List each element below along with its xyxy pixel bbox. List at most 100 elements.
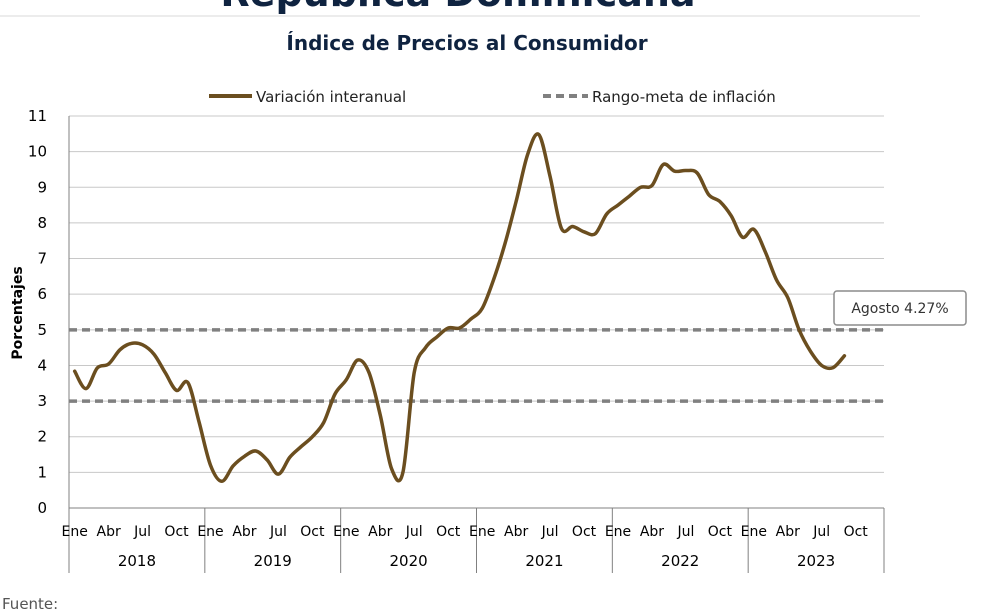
data-point [673, 170, 676, 173]
year-label: 2018 [118, 552, 156, 570]
data-point [345, 378, 348, 381]
data-point [628, 195, 631, 198]
y-tick-label: 6 [37, 285, 47, 303]
data-point [741, 236, 744, 239]
x-tick-label: Ene [469, 524, 495, 540]
legend-label-series: Variación interanual [256, 88, 406, 106]
series-line-variacion-interanual [72, 132, 847, 484]
year-label: 2021 [525, 552, 563, 570]
data-point [288, 456, 291, 459]
data-point [798, 328, 801, 331]
data-point [730, 214, 733, 217]
data-point [707, 193, 710, 196]
data-point [107, 362, 110, 365]
data-point [356, 359, 359, 362]
x-tick-label: Ene [333, 524, 359, 540]
data-point [333, 392, 336, 395]
data-point [515, 200, 518, 203]
data-point [220, 480, 223, 483]
gridlines [69, 115, 884, 473]
data-point [243, 455, 246, 458]
x-tick-label: Oct [708, 524, 733, 540]
y-tick-label: 7 [37, 250, 47, 268]
y-tick-label: 2 [37, 428, 47, 446]
data-point [322, 421, 325, 424]
data-point [232, 464, 235, 467]
x-tick-label: Ene [197, 524, 223, 540]
data-point [843, 354, 846, 357]
annotation: Agosto 4.27% [833, 290, 967, 326]
data-point [311, 435, 314, 438]
y-tick-label: 9 [37, 178, 47, 196]
x-tick-label: Ene [61, 524, 87, 540]
y-tick-label: 8 [37, 214, 47, 232]
data-point [458, 326, 461, 329]
data-point [198, 421, 201, 424]
data-point [549, 175, 552, 178]
data-point [413, 371, 416, 374]
data-point [435, 335, 438, 338]
x-tick-label: Abr [97, 524, 121, 540]
data-point [277, 473, 280, 476]
y-tick-label: 4 [37, 356, 47, 374]
data-point [832, 366, 835, 369]
data-point [84, 387, 87, 390]
data-point [367, 371, 370, 374]
y-tick-label: 3 [37, 392, 47, 410]
data-point [186, 381, 189, 384]
data-point [266, 458, 269, 461]
x-tick-label: Jul [133, 524, 151, 540]
target-band [69, 328, 884, 403]
year-label: 2019 [254, 552, 292, 570]
source-label: Fuente: [2, 595, 58, 613]
x-tick-label: Jul [541, 524, 559, 540]
y-tick-label: 0 [37, 499, 47, 517]
x-tick-label: Ene [605, 524, 631, 540]
y-ticks: 0 1 2 3 4 5 6 7 8 9 10 11 [28, 107, 47, 517]
data-point [424, 346, 427, 349]
y-tick-label: 10 [28, 143, 47, 161]
data-point [526, 154, 529, 157]
x-tick-label: Abr [368, 524, 392, 540]
x-tick-label: Oct [844, 524, 869, 540]
annotation-label: Agosto 4.27% [851, 301, 948, 317]
data-point [786, 296, 789, 299]
data-point [390, 467, 393, 470]
data-point [447, 326, 450, 329]
x-tick-label: Oct [572, 524, 597, 540]
data-point [379, 414, 382, 417]
data-point [809, 350, 812, 353]
data-point [582, 230, 585, 233]
data-point [254, 449, 257, 452]
data-point [299, 445, 302, 448]
year-label: 2020 [389, 552, 427, 570]
x-tick-label: Oct [300, 524, 325, 540]
x-tick-label: Jul [812, 524, 830, 540]
x-ticks: Ene Abr Jul Oct 2018 Ene Abr Jul Oct 2019 Ene Abr Ju… [61, 508, 885, 573]
y-tick-label: 1 [37, 463, 47, 481]
series [72, 132, 847, 484]
x-tick-label: Oct [164, 524, 189, 540]
data-point [560, 227, 563, 230]
y-axis-label: Porcentajes [10, 266, 26, 359]
data-point [175, 389, 178, 392]
chart-title: República Dominicana [220, 0, 695, 15]
y-tick-label: 5 [37, 321, 47, 339]
data-point [571, 225, 574, 228]
data-point [401, 471, 404, 474]
legend: Variación interanual Rango-meta de infla… [209, 88, 776, 106]
x-tick-label: Abr [232, 524, 256, 540]
data-point [696, 171, 699, 174]
data-point [605, 212, 608, 215]
data-point [684, 169, 687, 172]
data-point [209, 464, 212, 467]
data-point [141, 343, 144, 346]
x-tick-label: Jul [269, 524, 287, 540]
y-tick-label: 11 [28, 107, 47, 125]
x-tick-label: Abr [776, 524, 800, 540]
data-point [662, 163, 665, 166]
data-point [164, 371, 167, 374]
data-point [481, 307, 484, 310]
x-tick-label: Oct [436, 524, 461, 540]
